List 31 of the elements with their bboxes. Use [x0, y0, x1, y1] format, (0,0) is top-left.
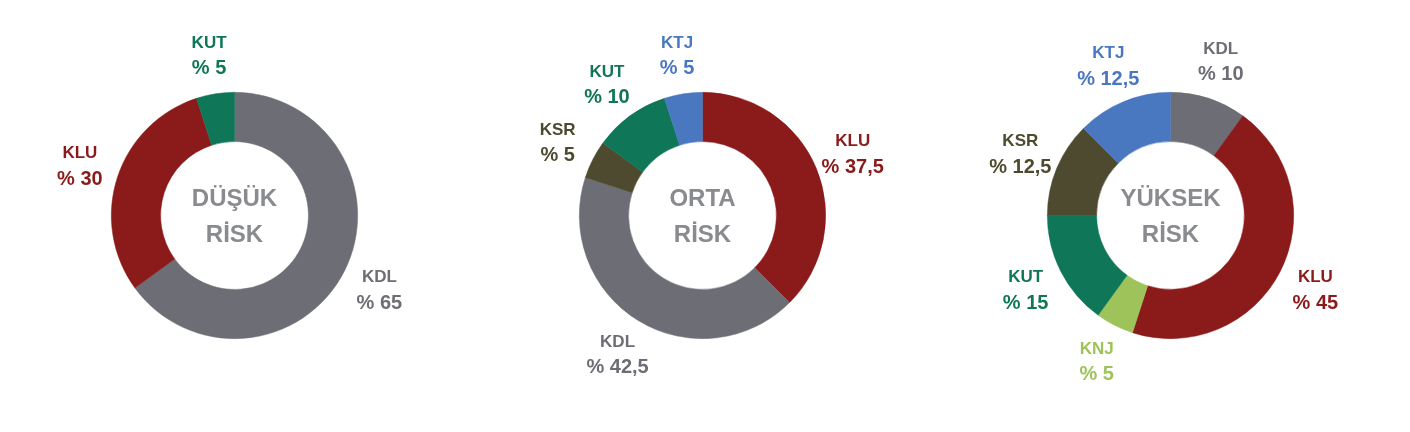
slice-label: KLU: [62, 143, 98, 163]
data-label: % 65: [356, 290, 403, 313]
slice-label: KTJ: [661, 33, 694, 53]
slice-label: KUT: [589, 62, 626, 82]
data-label: % 10: [1197, 62, 1244, 85]
data-label: % 12,5: [1077, 66, 1140, 89]
data-label: % 37,5: [821, 154, 884, 177]
data-label: % 30: [57, 166, 103, 189]
slice-label: KLU: [835, 131, 871, 151]
data-label: % 5: [659, 56, 695, 79]
data-label: % 42,5: [586, 355, 649, 378]
slice-label: KDL: [1203, 39, 1239, 59]
slice-label: KDL: [600, 332, 636, 352]
data-label: % 12,5: [989, 154, 1052, 177]
slice-label: KLU: [1297, 267, 1333, 287]
data-label: % 45: [1292, 290, 1339, 313]
text: YÜKSEK RİSK: [1120, 184, 1222, 247]
text: DÜŞÜK RİSK: [191, 184, 278, 247]
slice-label: KNJ: [1079, 338, 1114, 358]
data-label: % 10: [584, 85, 630, 108]
slice-label: KUT: [1008, 267, 1044, 287]
slice-label: KSR: [1002, 131, 1039, 151]
slice-label: KSR: [539, 119, 576, 139]
data-label: % 5: [1079, 361, 1114, 384]
slice-label: KTJ: [1092, 43, 1125, 63]
slice-label: KUT: [191, 33, 228, 53]
text: ORTA RİSK: [669, 184, 736, 247]
data-label: % 15: [1002, 290, 1049, 313]
data-label: % 5: [191, 56, 227, 79]
data-label: % 5: [540, 143, 575, 166]
slice-label: KDL: [361, 267, 397, 287]
